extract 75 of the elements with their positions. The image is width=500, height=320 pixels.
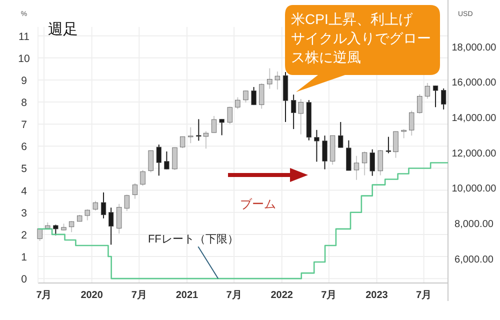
candlestick (124, 194, 130, 212)
candlestick (100, 192, 106, 219)
candlestick (164, 150, 170, 170)
y-tick-label: 0 (21, 274, 28, 286)
y-tick-label: 1 (21, 252, 28, 264)
y-tick-label: 5 (21, 163, 28, 176)
y2-tick-label: 16,000.00 (452, 78, 497, 89)
x-tick-label: 2022 (270, 290, 294, 301)
candlestick (378, 150, 383, 176)
y-tick-label: 11 (18, 30, 30, 43)
candlestick (354, 155, 360, 180)
x-tick-label: 2023 (366, 290, 388, 301)
candlestick (432, 85, 438, 108)
candlestick (441, 88, 446, 110)
candlestick (417, 94, 422, 114)
candlestick (219, 118, 224, 136)
y-tick-label: 10 (18, 52, 30, 65)
annotation: FFレート（下限） (148, 234, 238, 246)
candlestick (211, 115, 217, 134)
candlestick (314, 129, 320, 162)
y2-tick-label: 6,000.00 (454, 254, 494, 266)
y-tick-label: 9 (21, 74, 28, 87)
y2-tick-label: 10,000.00 (452, 184, 497, 195)
candlestick (409, 110, 414, 136)
candlestick (424, 82, 430, 100)
candlestick (274, 70, 280, 90)
candlestick (108, 207, 114, 246)
chart-title: 週足 (48, 21, 78, 38)
candlestick (37, 228, 42, 242)
candlestick (188, 126, 194, 144)
y-tick-label: 2 (21, 229, 28, 242)
candlestick (322, 135, 328, 170)
candlestick (68, 220, 74, 233)
annotation: 米CPI上昇、利上げサイクル入りでグロース株に逆風 (291, 11, 431, 65)
candlestick (251, 86, 256, 106)
candlestick (401, 128, 406, 139)
candlestick (370, 148, 375, 176)
candlestick (156, 144, 162, 176)
y-tick-label: 3 (21, 207, 28, 220)
candlestick (132, 182, 138, 200)
x-tick-label: 7月 (416, 290, 432, 301)
y-tick-label: 7 (21, 119, 28, 132)
candlestick (140, 170, 146, 186)
x-tick-label: 7月 (131, 290, 147, 301)
candlestick (203, 130, 209, 150)
x-tick-label: 7月 (36, 290, 52, 301)
candlestick (259, 82, 264, 110)
x-tick-label: 7月 (321, 290, 337, 301)
annotation: ブーム (240, 197, 276, 211)
y2-tick-label: 18,000.00 (452, 42, 497, 54)
candlestick (362, 151, 368, 176)
candlestick (393, 130, 398, 158)
y-tick-label: 6 (21, 141, 28, 154)
candlestick (172, 146, 178, 171)
y2-tick-label: 8,000.00 (454, 218, 494, 230)
candlestick (196, 118, 202, 142)
y-tick-label: 4 (21, 185, 28, 198)
x-tick-label: 2020 (80, 290, 104, 301)
candlestick (92, 200, 98, 212)
x-tick-label: 7月 (226, 290, 242, 301)
candlestick (267, 68, 272, 90)
candlestick (84, 208, 90, 221)
candlestick (386, 136, 392, 154)
candlestick (338, 121, 344, 148)
candlestick (346, 140, 352, 172)
candlestick (235, 96, 240, 110)
candlestick (53, 224, 58, 236)
y2-tick-label: 12,000.00 (452, 148, 497, 160)
y-tick-label: 8 (21, 97, 28, 110)
y2-tick-label: 14,000.00 (452, 113, 497, 124)
candlestick (243, 90, 248, 104)
candlestick (148, 150, 154, 173)
candlestick (227, 106, 232, 125)
candlestick (116, 203, 122, 234)
x-tick-label: 2021 (176, 290, 199, 301)
